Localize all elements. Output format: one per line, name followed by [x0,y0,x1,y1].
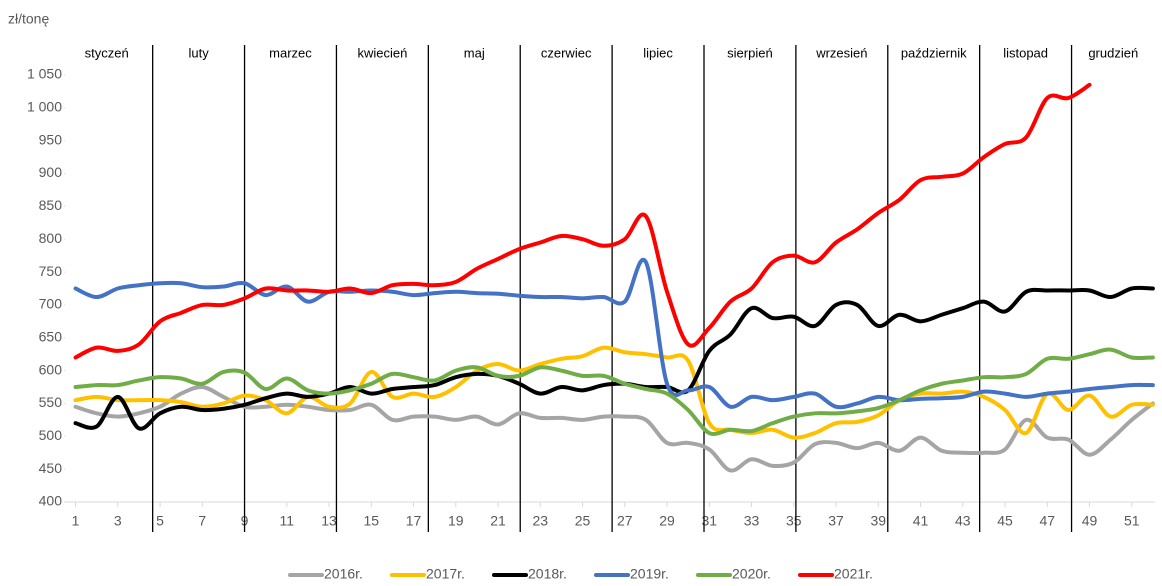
legend-label: 2021r. [834,566,873,582]
y-tick-label: 1 000 [27,99,62,115]
y-tick-label: 650 [39,328,63,344]
x-tick-label: 37 [828,513,844,529]
month-label: maj [464,45,485,60]
y-tick-label: 900 [39,164,63,180]
x-tick-label: 15 [364,513,380,529]
month-label: marzec [269,45,312,60]
x-tick-label: 5 [156,513,164,529]
month-label: sierpień [727,45,773,60]
legend-label: 2017r. [426,566,465,582]
y-tick-label: 600 [39,361,63,377]
x-tick-label: 25 [575,513,591,529]
x-tick-label: 47 [1039,513,1055,529]
x-tick-label: 29 [659,513,675,529]
x-tick-label: 23 [533,513,549,529]
x-tick-label: 41 [913,513,929,529]
month-label: luty [188,45,209,60]
x-tick-label: 49 [1082,513,1098,529]
month-label: wrzesień [815,45,867,60]
month-label: styczeń [85,45,129,60]
x-tick-label: 51 [1124,513,1140,529]
x-tick-label: 1 [72,513,80,529]
x-tick-label: 19 [448,513,464,529]
month-label: październik [901,45,967,60]
y-tick-label: 550 [39,394,63,410]
month-label: lipiec [643,45,673,60]
x-tick-label: 17 [406,513,422,529]
series-line [73,385,1155,473]
series-line [73,82,1092,360]
y-tick-label: 850 [39,197,63,213]
x-tick-label: 43 [955,513,971,529]
x-tick-label: 33 [744,513,760,529]
y-tick-label: 500 [39,427,63,443]
legend-label: 2018r. [528,566,567,582]
x-tick-label: 21 [490,513,506,529]
month-label: grudzień [1088,45,1138,60]
x-tick-label: 31 [701,513,717,529]
legend-label: 2016r. [324,566,363,582]
y-tick-label: 400 [39,493,63,509]
month-label: listopad [1003,45,1048,60]
x-tick-label: 45 [997,513,1013,529]
y-tick-label: 950 [39,131,63,147]
y-tick-label: 1 050 [27,66,62,82]
y-axis-label: zł/tonę [8,11,49,27]
x-tick-label: 27 [617,513,633,529]
x-tick-label: 7 [198,513,206,529]
x-tick-label: 3 [114,513,122,529]
month-label: czerwiec [541,45,592,60]
x-tick-label: 11 [280,513,295,529]
legend-label: 2020r. [732,566,771,582]
x-tick-label: 13 [321,513,337,529]
y-tick-label: 700 [39,296,63,312]
y-tick-label: 450 [39,460,63,476]
legend-label: 2019r. [630,566,669,582]
month-label: kwiecień [357,45,407,60]
series-line [73,285,1155,431]
x-tick-label: 35 [786,513,802,529]
y-tick-label: 800 [39,230,63,246]
y-tick-label: 750 [39,263,63,279]
series-line [73,347,1155,436]
x-tick-label: 39 [870,513,886,529]
